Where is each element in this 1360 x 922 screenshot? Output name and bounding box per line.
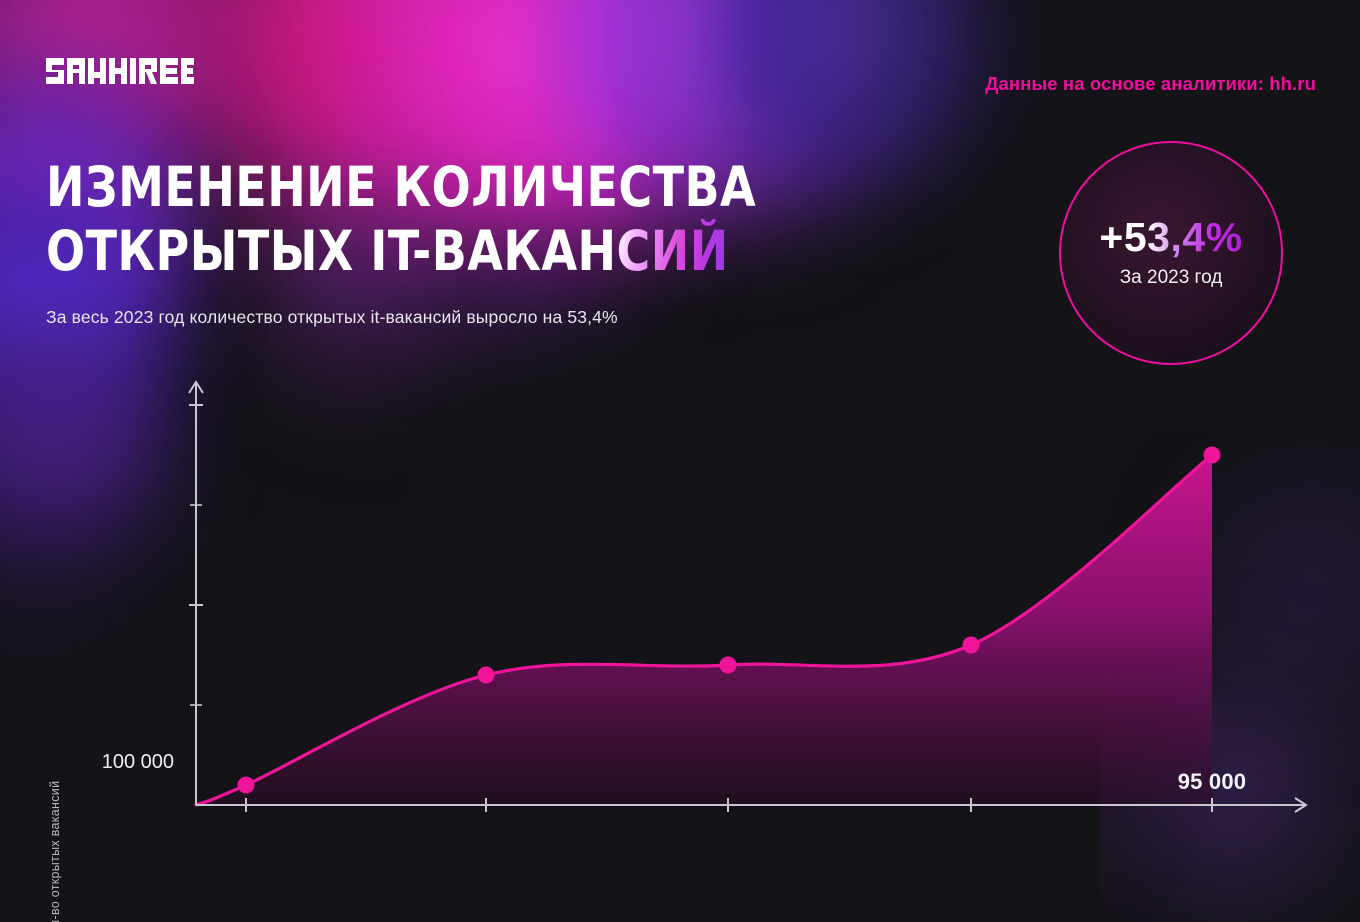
growth-badge-value: +53,4% [1099,214,1243,260]
title-line-1: ИЗМЕНЕНИЕ КОЛИЧЕСТВА [46,155,757,219]
page-title: ИЗМЕНЕНИЕ КОЛИЧЕСТВА ОТКРЫТЫХ IT-ВАКАНСИ… [46,155,883,283]
sayhire-logo [46,58,194,96]
title-line-2-accent: СИЙ [616,219,729,283]
data-point-label: 95 000 [1177,769,1247,794]
chart-plot-area [188,380,1308,813]
growth-badge: +53,4% За 2023 год [1059,141,1283,365]
vacancies-area-chart: кол-во открытых вакансий 60 00080 000100… [0,360,1360,922]
title-line-2: ОТКРЫТЫХ IT-ВАКАНСИЙ [46,219,883,283]
data-source-label: Данные на основе аналитики: hh.ru [985,73,1316,94]
title-line-2-plain: ОТКРЫТЫХ IT-ВАКАН [46,219,617,283]
growth-badge-caption: За 2023 год [1119,267,1223,288]
page-subtitle: За весь 2023 год количество открытых it-… [46,307,618,327]
y-axis-title: кол-во открытых вакансий [48,780,62,922]
y-tick-label: 100 000 [101,751,174,773]
